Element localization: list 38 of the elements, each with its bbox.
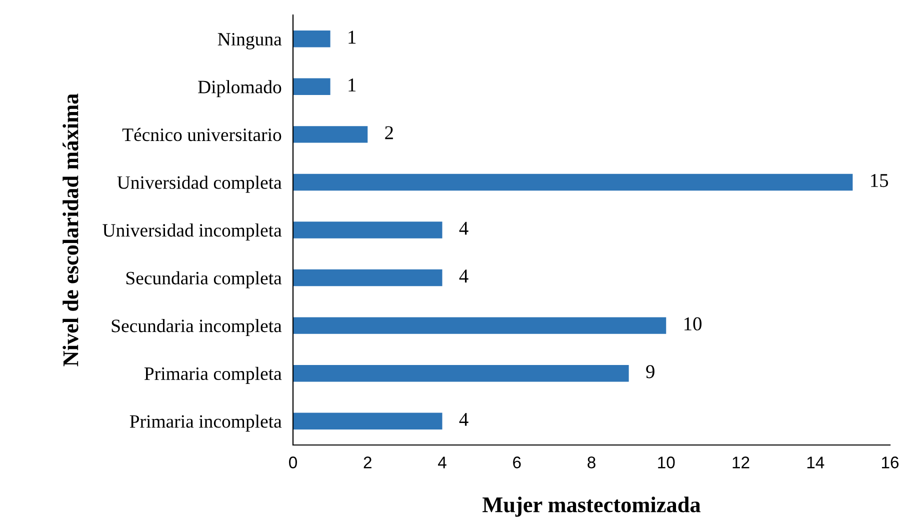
x-tick-label: 6 [513,456,521,468]
data-label: 2 [385,126,393,140]
x-tick-label: 14 [807,456,824,468]
bar [293,126,368,143]
y-tick-label: Secundaria completa [126,271,282,288]
y-tick-label: Ninguna [218,32,282,50]
y-tick-label: Universidad incompleta [102,223,282,240]
x-tick-label: 12 [732,456,750,468]
bar [293,317,666,334]
x-tick-label: 0 [289,456,297,468]
data-label: 4 [459,270,468,282]
x-axis-title: Mujer mastectomizada [482,496,700,517]
bar [293,364,629,382]
y-tick-label: Universidad completa [117,176,282,193]
bar [293,412,442,430]
bar [293,30,330,48]
bar [293,269,442,286]
x-tick-label: 2 [364,456,372,468]
y-tick-label: Técnico universitario [122,128,282,142]
x-tick-label: 4 [438,456,446,468]
y-tick-label: Diplomado [198,80,282,98]
data-label: 10 [684,317,702,330]
data-label: 1 [348,30,356,44]
data-label: 4 [459,412,468,426]
bar [293,222,442,238]
data-label: 1 [348,78,356,92]
y-axis-title: Nivel de escolaridad máxima [62,94,78,366]
y-tick-label: Primaria completa [144,366,282,384]
x-tick-label: 10 [658,456,675,468]
y-tick-label: Primaria incompleta [130,414,282,432]
x-tick-label: 8 [588,456,596,468]
bar [293,78,330,96]
data-label: 4 [459,222,468,235]
bar [293,174,853,191]
y-tick-label: Secundaria incompleta [112,319,282,336]
x-tick-label: 16 [882,456,899,468]
data-label: 9 [646,365,654,378]
data-label: 15 [871,174,888,188]
